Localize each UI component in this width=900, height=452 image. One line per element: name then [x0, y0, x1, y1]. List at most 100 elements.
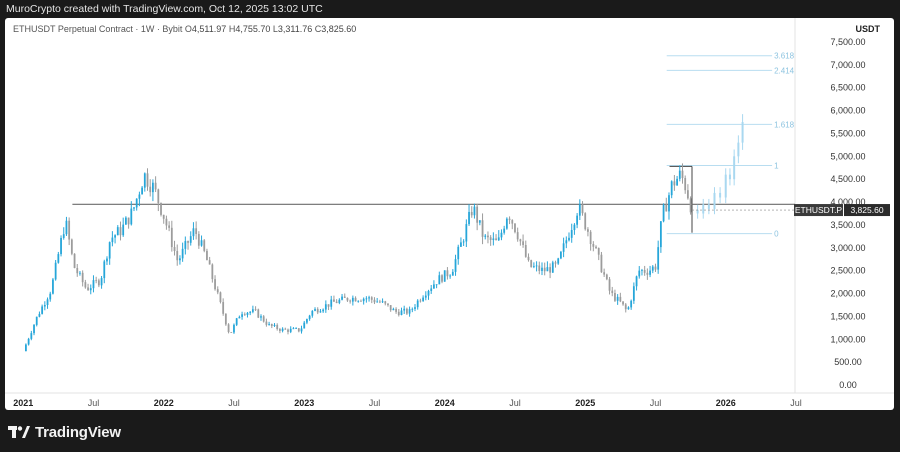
symbol-info-line[interactable]: ETHUSDT Perpetual Contract · 1W · Bybit … — [13, 24, 356, 34]
candle-body[interactable] — [408, 309, 411, 314]
candle-body[interactable] — [478, 220, 481, 223]
candle-body[interactable] — [503, 228, 506, 233]
candle-body[interactable] — [584, 213, 587, 230]
candle-body[interactable] — [462, 241, 465, 243]
candle-body[interactable] — [79, 272, 81, 274]
projection-candle[interactable] — [719, 192, 722, 198]
candle-body[interactable] — [357, 300, 360, 302]
candle-body[interactable] — [214, 279, 216, 290]
candle-body[interactable] — [133, 207, 135, 209]
candle-body[interactable] — [235, 318, 238, 325]
candle-body[interactable] — [381, 301, 384, 303]
candle-body[interactable] — [360, 300, 362, 302]
candle-body[interactable] — [262, 316, 265, 322]
candle-body[interactable] — [265, 321, 268, 325]
projection-candle[interactable] — [728, 174, 731, 180]
candle-body[interactable] — [297, 328, 300, 332]
candle-body[interactable] — [527, 256, 530, 261]
candle-body[interactable] — [281, 328, 284, 331]
candle-body[interactable] — [41, 306, 44, 314]
candle-body[interactable] — [327, 304, 330, 307]
candle-body[interactable] — [70, 239, 73, 254]
candle-body[interactable] — [659, 221, 662, 248]
candle-body[interactable] — [646, 272, 649, 275]
candle-body[interactable] — [208, 260, 211, 265]
candle-body[interactable] — [46, 299, 49, 306]
candle-body[interactable] — [260, 316, 262, 318]
candle-body[interactable] — [370, 297, 373, 300]
candle-body[interactable] — [246, 312, 249, 315]
candle-body[interactable] — [538, 265, 541, 271]
candle-body[interactable] — [146, 173, 149, 187]
candle-body[interactable] — [106, 258, 108, 262]
candle-body[interactable] — [465, 224, 468, 242]
candle-body[interactable] — [316, 309, 319, 313]
projection-candle[interactable] — [707, 204, 710, 209]
candle-body[interactable] — [346, 297, 349, 301]
candle-body[interactable] — [57, 254, 60, 263]
candle-body[interactable] — [216, 289, 219, 293]
candle-body[interactable] — [241, 314, 243, 317]
candle-body[interactable] — [416, 300, 419, 308]
candle-body[interactable] — [279, 329, 281, 331]
projection-candle[interactable] — [702, 204, 705, 214]
candle-body[interactable] — [622, 301, 624, 305]
candle-body[interactable] — [689, 198, 692, 213]
candle-body[interactable] — [397, 311, 400, 316]
candle-body[interactable] — [635, 276, 638, 287]
candle-body[interactable] — [668, 195, 670, 212]
candle-body[interactable] — [419, 300, 422, 302]
projection-candle[interactable] — [737, 142, 740, 157]
chart-panel[interactable]: 3.618 2.414 1.618 1 0 7,500.00 7,000.00 6,500.… — [5, 18, 894, 410]
candle-body[interactable] — [62, 234, 65, 238]
candle-body[interactable] — [368, 297, 370, 299]
candle-body[interactable] — [389, 305, 392, 311]
candle-body[interactable] — [541, 267, 543, 271]
candle-body[interactable] — [165, 218, 168, 226]
candle-body[interactable] — [108, 242, 111, 259]
candle-body[interactable] — [681, 170, 684, 179]
candle-body[interactable] — [535, 265, 538, 267]
candle-body[interactable] — [460, 242, 462, 247]
candle-body[interactable] — [608, 279, 611, 291]
candle-body[interactable] — [492, 238, 495, 241]
candle-body[interactable] — [268, 323, 270, 325]
candle-body[interactable] — [554, 262, 557, 264]
candle-body[interactable] — [176, 250, 179, 261]
candle-body[interactable] — [519, 239, 522, 242]
candle-body[interactable] — [487, 235, 489, 238]
candle-body[interactable] — [114, 235, 116, 238]
candle-body[interactable] — [514, 223, 516, 233]
price-axis-currency[interactable]: USDT — [855, 24, 881, 34]
candle-body[interactable] — [100, 278, 103, 286]
projection-candle[interactable] — [733, 156, 736, 180]
candle-body[interactable] — [457, 246, 460, 260]
candle-body[interactable] — [68, 220, 71, 240]
candle-body[interactable] — [73, 253, 76, 268]
candle-body[interactable] — [127, 217, 130, 225]
candle-body[interactable] — [592, 243, 595, 247]
candle-body[interactable] — [306, 319, 308, 323]
candle-body[interactable] — [103, 261, 106, 279]
candle-body[interactable] — [124, 217, 127, 225]
candle-body[interactable] — [557, 258, 560, 264]
candle-body[interactable] — [551, 262, 554, 273]
candle-body[interactable] — [481, 220, 484, 237]
candle-body[interactable] — [300, 328, 303, 332]
candle-body[interactable] — [476, 206, 479, 223]
candle-body[interactable] — [335, 301, 338, 303]
candle-body[interactable] — [403, 308, 406, 311]
candle-body[interactable] — [522, 241, 524, 246]
candle-body[interactable] — [654, 266, 657, 270]
candle-body[interactable] — [630, 300, 633, 308]
candle-body[interactable] — [530, 260, 533, 267]
candle-body[interactable] — [173, 247, 176, 251]
candle-body[interactable] — [254, 309, 257, 311]
candle-body[interactable] — [438, 275, 441, 285]
candle-body[interactable] — [84, 282, 87, 288]
candle-body[interactable] — [319, 311, 322, 313]
candle-body[interactable] — [65, 220, 68, 235]
candle-body[interactable] — [349, 300, 352, 302]
candle-body[interactable] — [95, 280, 98, 281]
candle-body[interactable] — [605, 274, 608, 280]
